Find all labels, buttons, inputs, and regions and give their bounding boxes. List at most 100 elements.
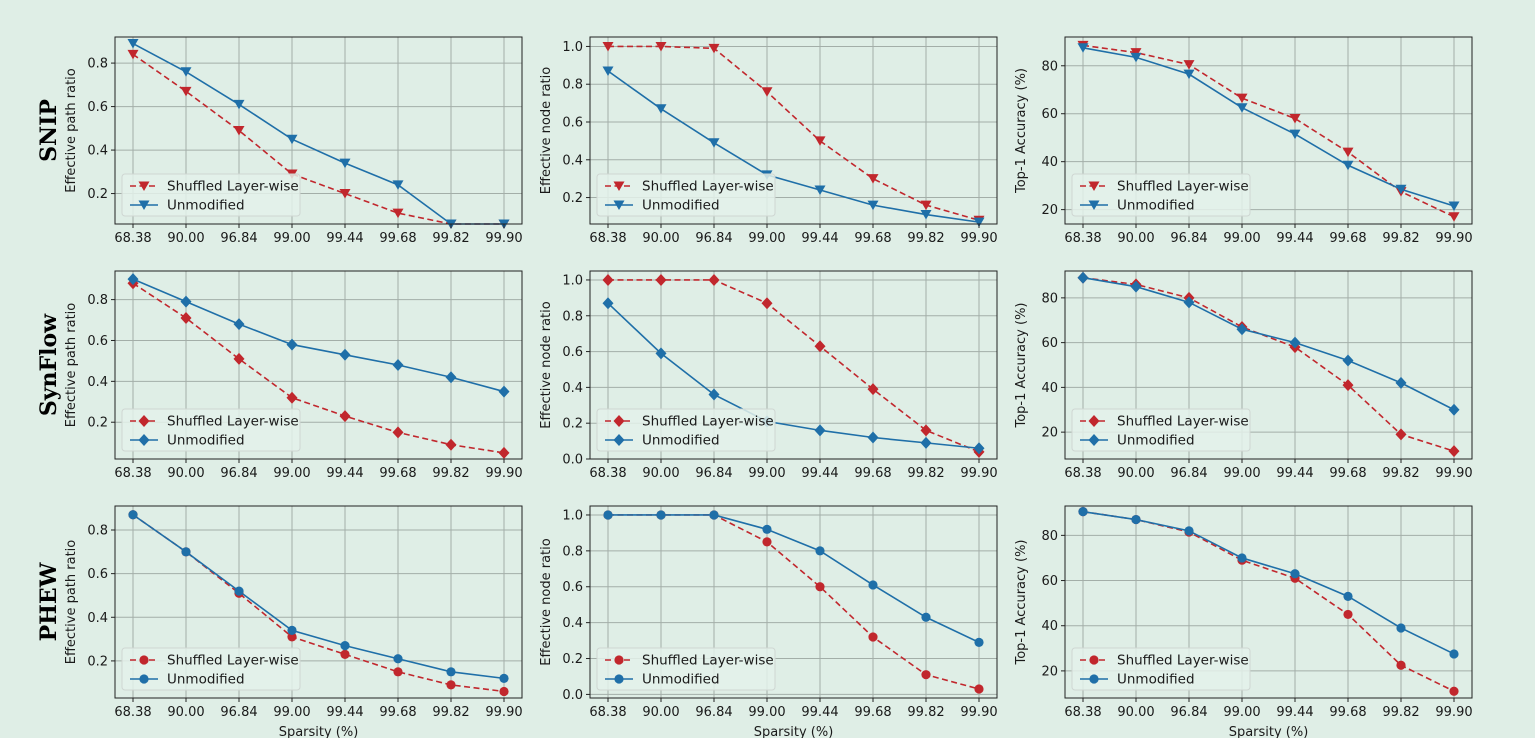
legend: Shuffled Layer-wise Unmodified — [121, 173, 301, 217]
legend-marker — [138, 181, 150, 191]
data-point-shuffled — [339, 410, 351, 423]
x-tick-label: 96.84 — [695, 466, 732, 481]
data-point-shuffled — [920, 200, 932, 211]
x-tick-label: 99.90 — [1435, 705, 1472, 720]
data-point-unmodified — [286, 134, 298, 145]
data-point-unmodified — [1184, 526, 1194, 536]
y-tick-label: 20 — [1041, 426, 1058, 441]
data-point-shuffled — [1343, 609, 1353, 620]
axes-frame — [114, 505, 523, 699]
data-point-unmodified — [1289, 336, 1301, 349]
axes-frame — [114, 36, 523, 225]
data-point-shuffled — [1448, 212, 1460, 222]
data-point-shuffled — [233, 352, 245, 365]
data-point-shuffled — [445, 438, 457, 451]
legend-label: Shuffled Layer-wise — [167, 414, 299, 430]
y-axis-label: Effective node ratio — [539, 67, 554, 194]
x-tick-label: 99.68 — [379, 705, 416, 720]
data-point-unmodified — [1183, 69, 1195, 80]
legend-label: Shuffled Layer-wise — [1117, 653, 1249, 669]
x-tick-label: 99.82 — [907, 231, 944, 246]
data-point-shuffled — [868, 632, 878, 642]
y-axis-label: Effective node ratio — [539, 301, 554, 428]
x-tick-label: 99.00 — [273, 705, 310, 720]
x-tick-label: 96.84 — [1170, 705, 1207, 720]
x-tick-label: 99.00 — [748, 705, 785, 720]
axes-frame — [1064, 270, 1473, 460]
data-point-unmodified — [1290, 569, 1300, 579]
x-tick-label: 99.68 — [1329, 231, 1366, 246]
y-tick-label: 0.2 — [87, 416, 108, 431]
data-point-unmodified — [920, 210, 932, 220]
y-axis-label: Top-1 Accuracy (%) — [1014, 539, 1029, 665]
data-point-shuffled — [1289, 114, 1301, 124]
x-tick-label: 68.38 — [1064, 231, 1101, 246]
legend-marker — [613, 200, 625, 210]
x-tick-label: 68.38 — [1064, 705, 1101, 720]
x-axis-label: Sparsity (%) — [754, 725, 834, 738]
legend-box — [596, 173, 776, 217]
x-tick-label: 99.68 — [854, 231, 891, 246]
x-tick-label: 96.84 — [220, 231, 257, 246]
legend: Shuffled Layer-wise Unmodified — [596, 408, 776, 452]
x-tick-label: 90.00 — [167, 705, 204, 720]
x-tick-label: 99.82 — [432, 705, 469, 720]
legend-marker — [614, 674, 624, 684]
data-point-shuffled — [340, 649, 350, 659]
data-point-unmodified — [1130, 280, 1142, 293]
data-point-unmodified — [1236, 323, 1248, 336]
x-tick-label: 99.00 — [273, 466, 310, 481]
x-axis-label: Sparsity (%) — [1229, 725, 1309, 738]
data-point-shuffled — [393, 667, 403, 677]
series-line-unmodified — [1082, 47, 1455, 207]
data-point-unmodified — [974, 637, 984, 647]
data-point-shuffled — [867, 383, 879, 396]
data-point-unmodified — [814, 185, 826, 195]
data-point-shuffled — [1342, 147, 1354, 158]
data-point-shuffled — [762, 537, 772, 547]
y-tick-label: 60 — [1041, 107, 1058, 122]
data-point-unmodified — [655, 347, 667, 360]
data-point-unmodified — [128, 510, 138, 520]
data-point-unmodified — [180, 295, 192, 308]
data-point-shuffled — [498, 446, 510, 459]
y-tick-label: 0.6 — [562, 116, 583, 131]
legend: Shuffled Layer-wise Unmodified — [1071, 408, 1251, 452]
y-tick-label: 40 — [1041, 381, 1058, 396]
y-tick-label: 0.2 — [87, 187, 108, 202]
data-point-unmodified — [814, 424, 826, 437]
x-tick-label: 99.90 — [960, 231, 997, 246]
data-point-unmodified — [709, 510, 719, 520]
x-tick-label: 68.38 — [589, 466, 626, 481]
legend-box — [1071, 173, 1251, 217]
y-tick-label: 0.2 — [562, 191, 583, 206]
x-tick-label: 99.68 — [1329, 466, 1366, 481]
data-point-unmodified — [1448, 403, 1460, 416]
series-line-unmodified — [607, 302, 980, 450]
data-point-unmodified — [340, 641, 350, 651]
legend-marker — [138, 415, 150, 427]
x-tick-label: 99.44 — [801, 466, 838, 481]
data-point-shuffled — [499, 686, 509, 697]
data-point-unmodified — [1077, 271, 1089, 284]
data-point-unmodified — [233, 318, 245, 331]
data-point-unmodified — [708, 388, 720, 401]
legend-marker — [139, 674, 149, 684]
panel-r1-c2: 68.38 90.00 96.84 99.00 99.44 99.68 99.82 99.90… — [1014, 270, 1473, 481]
series-line-unmodified — [132, 278, 505, 393]
legend-label: Shuffled Layer-wise — [642, 653, 774, 669]
data-point-unmodified — [392, 359, 404, 371]
data-point-unmodified — [1395, 184, 1407, 195]
x-tick-label: 99.90 — [1435, 466, 1472, 481]
data-point-unmodified — [1289, 129, 1301, 140]
axes-frame — [1064, 36, 1473, 225]
panel-r0-c0: 68.38 90.00 96.84 99.00 99.44 99.68 99.82 99.90… — [64, 36, 523, 246]
data-point-unmodified — [1131, 514, 1141, 525]
y-tick-label: 0.6 — [562, 580, 583, 595]
y-tick-label: 0.4 — [562, 381, 583, 396]
row-label-snip: SNIP — [36, 99, 62, 162]
data-point-unmodified — [181, 547, 191, 557]
series-line-unmodified — [608, 514, 980, 644]
y-tick-label: 1.0 — [562, 508, 583, 523]
data-point-unmodified — [1077, 43, 1089, 53]
